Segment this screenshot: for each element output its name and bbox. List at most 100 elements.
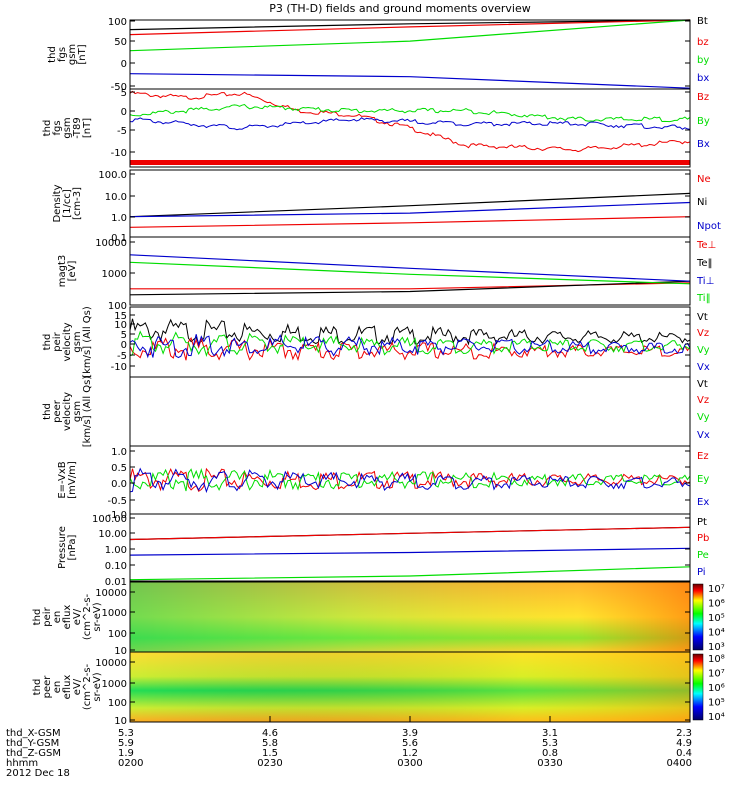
- legend-bz: Bz: [697, 92, 709, 103]
- y-axis-label: en: [52, 611, 63, 624]
- legend-vt: Vt: [697, 312, 708, 323]
- y-tick-label: -0.5: [107, 496, 127, 507]
- y-axis-label: thd: [42, 120, 53, 137]
- legend-bx: Bx: [697, 139, 710, 150]
- x-row-value: 1.9: [118, 748, 134, 759]
- x-row-label: thd_X-GSM: [6, 728, 61, 739]
- series-line-pi: [129, 547, 691, 556]
- panel-frame: [129, 376, 691, 447]
- y-axis-label: eflux: [62, 605, 73, 630]
- y-tick-label: 0.1: [111, 233, 127, 244]
- legend-ti‖: Ti‖: [696, 293, 711, 304]
- series-line-pe: [129, 566, 691, 581]
- colorbar-label: 10⁶: [708, 683, 725, 694]
- series-line-ti⊥: [129, 254, 691, 282]
- y-axis-label: sr-eV): [92, 672, 103, 701]
- y-tick-label: -10: [111, 362, 127, 373]
- y-tick-label: 1000: [102, 269, 127, 280]
- x-row-value: 2.3: [676, 728, 692, 739]
- series-line-vx: [129, 334, 691, 359]
- x-row-value: 0200: [118, 758, 143, 769]
- y-tick-label: 0.0: [111, 479, 127, 490]
- y-tick-label: 100.00: [92, 514, 127, 525]
- series-line-vz: [129, 336, 691, 362]
- y-axis-label: fgs: [57, 47, 68, 62]
- spectrogram-overlay: [130, 652, 690, 722]
- y-axis-label: thd: [47, 46, 58, 63]
- legend-npot: Npot: [697, 221, 721, 232]
- y-tick-label: 10000: [95, 238, 127, 249]
- y-tick-label: -1.0: [107, 510, 127, 521]
- legend-bz: bz: [697, 37, 709, 48]
- panel-p7: 1.0 0.5 0.0 -0.5 -1.0 E=-VxB [mV/m] Ez Ey Ex: [57, 445, 709, 521]
- y-tick-label: -5: [117, 126, 127, 137]
- panel-p1: 100 50 0 -50 thd fgs gsm [nT] Bt bz by bx: [47, 16, 709, 93]
- legend-pi: Pi: [697, 567, 706, 578]
- y-axis-label: thd: [32, 609, 43, 626]
- x-row-value: 0400: [667, 758, 692, 769]
- legend-vy: Vy: [697, 412, 710, 423]
- series-line-ne: [129, 216, 691, 228]
- y-axis-label: E=-VxB: [57, 461, 68, 498]
- y-tick-label: 1.0: [111, 447, 127, 458]
- y-axis-label: [1/cc]: [62, 189, 73, 218]
- series-line-bt: [129, 19, 691, 31]
- legend-ez: Ez: [697, 451, 709, 462]
- y-axis-label: [nT]: [77, 44, 88, 64]
- y-tick-label: 0: [121, 107, 127, 118]
- y-axis-label: [km/s] (All Qs): [82, 306, 93, 378]
- colorbar-label: 10⁷: [708, 669, 725, 680]
- y-axis-label: peir: [52, 331, 63, 351]
- y-axis-label: thd: [42, 403, 53, 420]
- x-row-value: 5.8: [262, 738, 278, 749]
- series-line-pb: [129, 526, 691, 541]
- series-line-ni: [129, 192, 691, 218]
- series-line-ez: [129, 467, 691, 493]
- x-row-label: hhmm: [6, 758, 38, 769]
- y-axis-label: velocity: [62, 392, 73, 431]
- panel-frame: [129, 19, 691, 90]
- y-axis-label: [cm-3]: [72, 187, 83, 220]
- y-axis-label: -T89: [72, 117, 83, 139]
- colorbar-label: 10⁵: [708, 698, 725, 709]
- series-line-ex: [129, 467, 691, 494]
- series-line-npot: [129, 201, 691, 218]
- y-tick-label: 5: [121, 330, 127, 341]
- x-row-value: 0330: [537, 758, 562, 769]
- series-line-bz: [129, 90, 691, 153]
- legend-bx: bx: [697, 73, 709, 84]
- y-tick-label: 0.5: [111, 463, 127, 474]
- y-tick-label: 15: [114, 311, 127, 322]
- y-tick-label: 1000: [102, 608, 127, 619]
- x-row-label: thd_Z-GSM: [6, 748, 61, 759]
- y-tick-label: 1000: [102, 679, 127, 690]
- series-line-bx: [129, 73, 691, 89]
- series-line-by: [129, 103, 691, 123]
- y-axis-label: thd: [32, 679, 43, 696]
- colorbar-label: 10⁸: [708, 654, 725, 665]
- x-row-value: 0.8: [542, 748, 558, 759]
- y-axis-label: thd: [42, 334, 53, 351]
- y-tick-label: 100: [108, 698, 127, 709]
- y-axis-label: [mV/m]: [67, 461, 78, 499]
- series-line-bz: [129, 19, 691, 36]
- colorbar-label: 10³: [708, 642, 725, 653]
- y-tick-label: 100: [108, 629, 127, 640]
- panel-p2: 5 0 -5 -10 thd fgs gsm -T89 [nT] Bz By Bx: [42, 88, 710, 168]
- series-line-bx: [129, 117, 691, 131]
- y-axis-label: en: [52, 681, 63, 694]
- y-axis-label: peer: [52, 399, 63, 423]
- colorbar: [692, 583, 704, 651]
- y-tick-label: -50: [111, 82, 127, 93]
- series-line-vt: [129, 318, 691, 346]
- y-tick-label: 10: [114, 646, 127, 657]
- y-axis-label: fgs: [52, 120, 63, 135]
- series-line-ti‖: [129, 261, 691, 285]
- legend-ex: Ex: [697, 497, 709, 508]
- colorbar-label: 10⁴: [708, 712, 725, 723]
- y-axis-label: (cm^2-s-: [82, 593, 93, 640]
- series-line-vy: [129, 330, 691, 358]
- y-axis-label: sr-eV): [92, 602, 103, 631]
